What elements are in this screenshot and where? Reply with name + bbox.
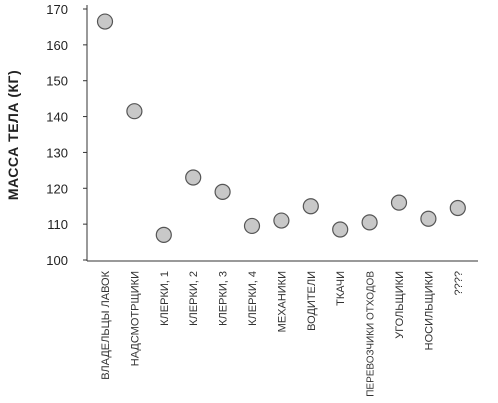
x-tick-label: НАДСМОТРЩИКИ [129,271,141,366]
x-tick-label: МЕХАНИКИ [276,271,288,332]
x-tick-label: ВЛАДЕЛЬЦЫ ЛАВОК [100,270,112,379]
y-tick-label: 130 [46,145,68,160]
y-axis-label: МАССА ТЕЛА (КГ) [5,70,21,200]
data-point [361,214,378,231]
y-tick-label: 120 [46,181,68,196]
data-point [449,199,466,217]
data-point [96,13,114,30]
x-tick-label: ТКАЧИ [335,271,347,306]
x-ticks: ВЛАДЕЛЬЦЫ ЛАВОК НАДСМОТРЩИКИ КЛЕРКИ, 1 КЛЕР… [100,270,465,396]
x-tick-label: КЛЕРКИ, 2 [188,271,200,326]
y-axis-label-group: МАССА ТЕЛА (КГ) [5,70,21,200]
y-tick-label: 170 [46,2,68,17]
data-point [273,212,290,229]
x-tick-label: ВОДИТЕЛИ [306,271,318,331]
data-point [390,194,408,211]
x-tick-label: ПЕРЕВОЗЧИКИ ОТХОДОВ [366,271,377,397]
data-points [96,13,466,243]
data-point [243,217,261,235]
data-point [155,226,172,243]
data-point [332,221,349,238]
y-tick-label: 150 [46,74,68,89]
y-tick-label: 140 [46,110,68,125]
data-point [302,198,319,215]
x-tick-label: КЛЕРКИ, 3 [218,271,230,326]
data-point [126,103,143,120]
x-tick-label: КЛЕРКИ, 4 [247,271,259,326]
data-point [214,183,231,200]
y-tick-label: 160 [46,38,68,53]
y-ticks: 100 110 120 130 140 150 160 170 [46,2,87,268]
x-tick-label: НОСИЛЬЩИКИ [423,271,435,350]
x-tick-label: КЛЕРКИ, 1 [159,271,171,326]
data-point [185,169,202,186]
x-tick-label: ???? [453,271,465,295]
y-tick-label: 110 [47,217,68,232]
data-point [420,210,437,227]
x-tick-label: УГОЛЬЩИКИ [394,271,406,339]
y-tick-label: 100 [46,253,68,268]
